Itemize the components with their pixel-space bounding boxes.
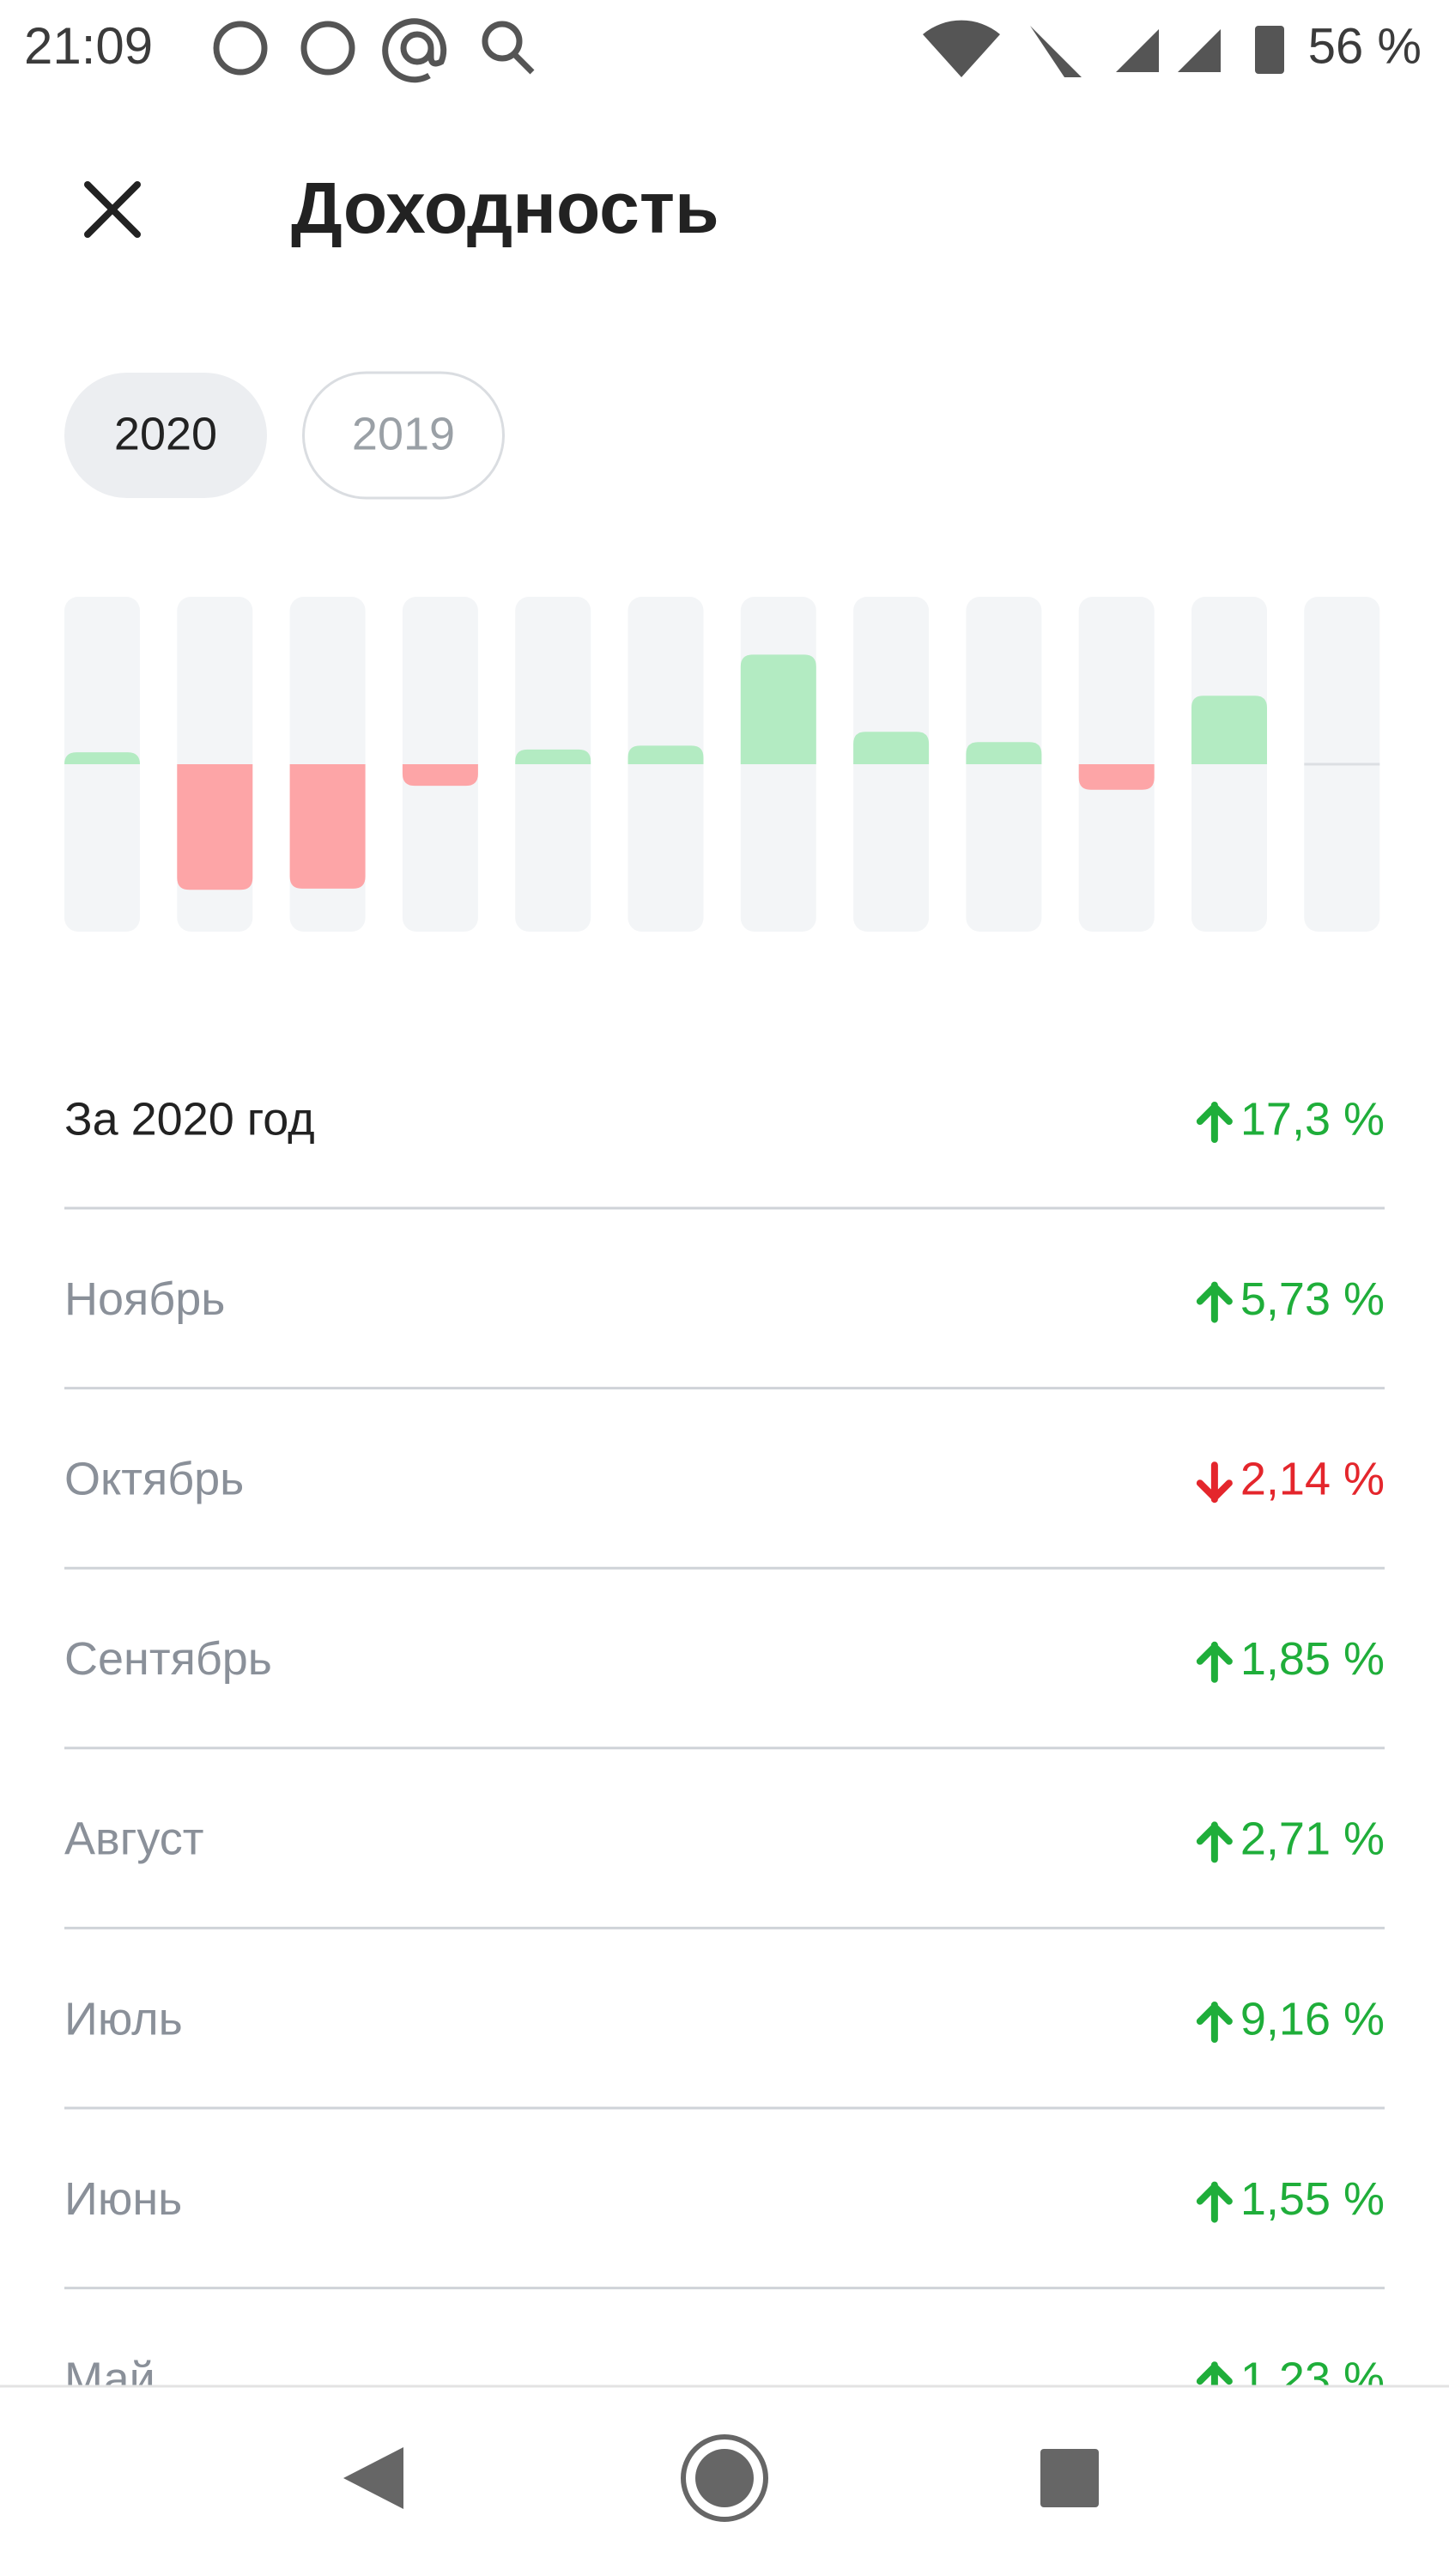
status-icons <box>213 18 535 83</box>
bar <box>627 745 704 764</box>
trend-arrow <box>1196 1461 1233 1504</box>
trend-arrow <box>1196 1281 1233 1323</box>
trend-arrow <box>1196 2002 1233 2043</box>
trend-arrow <box>1196 1641 1233 1683</box>
row-value: 17,3 % <box>1240 1093 1385 1145</box>
row-label: Июль <box>64 1993 183 2044</box>
status-system-icons <box>923 20 1284 77</box>
bar <box>1191 696 1267 764</box>
bar <box>289 764 366 889</box>
row-value: 1,55 % <box>1240 2173 1385 2225</box>
bar <box>402 764 478 787</box>
bar <box>740 654 816 764</box>
status-time: 21:09 <box>24 17 153 75</box>
row-label: Октябрь <box>64 1453 244 1504</box>
home-button[interactable] <box>681 2434 768 2522</box>
row-value: 9,16 % <box>1240 1993 1385 2044</box>
bar <box>1078 764 1155 790</box>
bar <box>64 752 140 764</box>
year-tab-label: 2019 <box>352 408 455 459</box>
row-value: 5,73 % <box>1240 1273 1385 1325</box>
row-label: За 2020 год <box>64 1093 315 1145</box>
trend-arrow <box>1196 1102 1233 1143</box>
row-value: 1,85 % <box>1240 1633 1385 1685</box>
row-value: 2,14 % <box>1240 1453 1385 1504</box>
row-label: Июнь <box>64 2173 182 2225</box>
row-value: 2,71 % <box>1240 1814 1385 1865</box>
bar <box>177 764 253 890</box>
back-button[interactable] <box>343 2447 403 2509</box>
trend-arrow <box>1196 1821 1233 1863</box>
bar <box>515 749 591 764</box>
navigation-bar <box>0 2385 1449 2576</box>
row-label: Август <box>64 1814 204 1865</box>
year-tab[interactable] <box>302 371 505 500</box>
trend-arrow <box>1196 2181 1233 2223</box>
row-label: Ноябрь <box>64 1273 225 1325</box>
year-tab-label: 2020 <box>114 408 217 459</box>
page-title: Доходность <box>291 167 719 248</box>
status-battery: 56 % <box>1308 18 1422 74</box>
bar <box>853 732 930 764</box>
row-label: Сентябрь <box>64 1633 272 1685</box>
bar <box>966 742 1042 764</box>
year-tab[interactable] <box>64 373 267 498</box>
close-button[interactable] <box>84 181 141 238</box>
recents-button[interactable] <box>1040 2449 1099 2507</box>
